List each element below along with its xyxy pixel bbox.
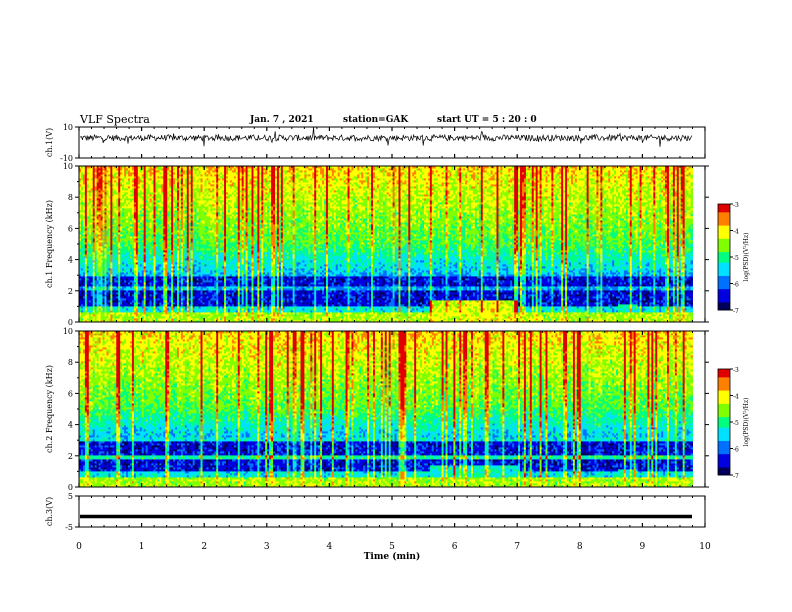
ch1-frame bbox=[79, 127, 705, 158]
ch1-ylabel: ch.1(V) bbox=[45, 128, 54, 157]
spectrogram-image bbox=[79, 166, 693, 322]
ch1-trace bbox=[80, 127, 692, 147]
ch1-ytick-label: 10 bbox=[63, 123, 73, 132]
